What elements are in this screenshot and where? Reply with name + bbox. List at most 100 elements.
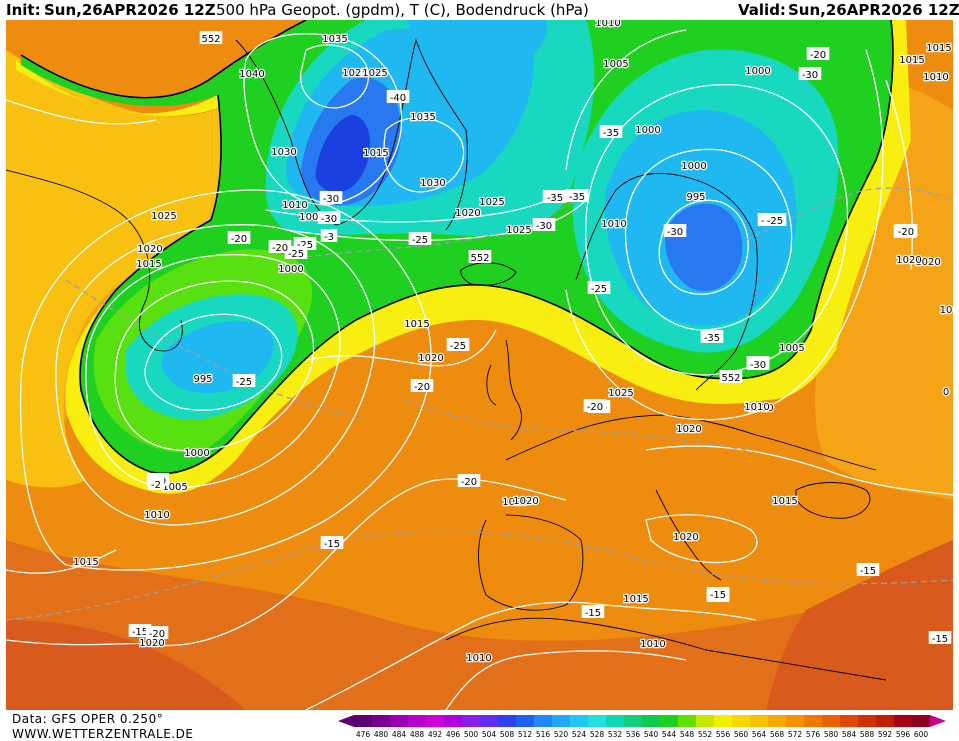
scale-tick-label: 520 (554, 730, 569, 739)
temperature-label: -20 (806, 47, 830, 61)
scale-swatch (714, 715, 732, 727)
isobar-label: 1025 (362, 68, 387, 79)
isobar-label: 1020 (673, 532, 698, 543)
temperature-label: -35 (565, 189, 589, 203)
svg-text:-25: -25 (412, 235, 428, 246)
temperature-label: -20 (410, 379, 434, 393)
coast-blacksea (795, 482, 871, 519)
scale-tick-label: 580 (824, 730, 839, 739)
isobar-label: 0 (943, 387, 949, 398)
scale-swatch (390, 715, 408, 727)
scale-swatch (858, 715, 876, 727)
isobar-label: 1005 (603, 59, 628, 70)
isobar-label: 1010 (601, 219, 626, 230)
isobar-label: 1015 (899, 55, 924, 66)
svg-text:-20: -20 (898, 227, 914, 238)
temperature-label: -25 (408, 232, 432, 246)
scale-tick-label: 504 (482, 730, 497, 739)
isotherms (6, 187, 953, 621)
isobar-1025-north (285, 199, 587, 242)
scale-tick-label: 584 (842, 730, 857, 739)
data-source-label: Data: GFS OPER 0.250° (12, 712, 164, 726)
scale-swatch (624, 715, 642, 727)
scale-tick-label: 516 (536, 730, 551, 739)
isobar-low-scand-1010 (565, 29, 884, 421)
svg-text:-20: -20 (810, 50, 826, 61)
isobar-low-scand-1005 (585, 84, 849, 376)
scale-swatch (408, 715, 426, 727)
scale-tick-label: 596 (896, 730, 911, 739)
coast-canada (6, 169, 183, 352)
isobar-label: 1010 (282, 200, 307, 211)
temperature-label: -35 (543, 190, 567, 204)
temperature-label: -15 (928, 631, 952, 645)
svg-text:-20: -20 (231, 234, 247, 245)
svg-text:-20: -20 (587, 402, 603, 413)
svg-text:-25: -25 (591, 284, 607, 295)
isotherm-east-25 (745, 187, 953, 241)
valid-datetime: Sun,26APR2026 12Z (788, 1, 959, 19)
scale-tick-label: 592 (878, 730, 893, 739)
contour-552-labels: 552 552 552 (199, 31, 743, 384)
temperature-label: -30 (798, 67, 822, 81)
isotherm-south-15 (6, 530, 953, 621)
scale-swatch (498, 715, 516, 727)
field-blue-dark-greenland (315, 115, 371, 193)
isobar-low-west-1000 (114, 280, 315, 452)
isobar-1015-south (6, 549, 757, 710)
scale-tick-label: 480 (374, 730, 389, 739)
isobar-label: 1020 (896, 255, 921, 266)
isobar-label: 1040 (239, 69, 264, 80)
field-southwest-red (6, 620, 246, 710)
svg-text:-35: -35 (547, 193, 563, 204)
svg-text:-25: -25 (288, 249, 304, 260)
svg-text:-20: -20 (461, 477, 477, 488)
isobar-label: 1025 (608, 388, 633, 399)
isobar-1015-east (645, 445, 953, 496)
svg-text:-15: -15 (132, 627, 148, 638)
isobar-label: 1000 (635, 125, 660, 136)
isobar-1020-north (265, 189, 567, 223)
isobar-label: 995 (193, 374, 212, 385)
svg-text:-25: -25 (450, 341, 466, 352)
scale-tick-label: 556 (716, 730, 731, 739)
temperature-label: -30 (317, 211, 341, 225)
temperature-label: -15 (128, 624, 152, 638)
temperature-label: -15 (320, 536, 344, 550)
scale-swatch (372, 715, 390, 727)
svg-text:-25: -25 (297, 240, 313, 251)
temperature-label: -25 (763, 213, 787, 227)
svg-text:-2: -2 (151, 480, 161, 491)
temperature-label: -15 (581, 605, 605, 619)
isobar-label: 1010 (595, 20, 620, 29)
temperature-label: -25 (587, 281, 611, 295)
temperature-label: -35 (599, 125, 623, 139)
isobar-1010-south (445, 650, 687, 710)
scale-swatch (642, 715, 660, 727)
isobar-label: 1000 (681, 161, 706, 172)
scale-tick-label: 500 (464, 730, 479, 739)
isobar-low-scand-995 (658, 199, 749, 295)
isobar-low-west-inner (144, 313, 283, 411)
field-yellow-orange (6, 50, 236, 488)
temperature-label: -15 (706, 587, 730, 601)
svg-text:-15: -15 (932, 634, 948, 645)
svg-text:-20: -20 (149, 629, 165, 640)
scale-tick-label: 488 (410, 730, 425, 739)
svg-text:-35: -35 (569, 192, 585, 203)
isotherm-central-20 (405, 399, 747, 451)
scale-swatch (894, 715, 912, 727)
isobar-label: 1000 (745, 66, 770, 77)
isobar-label: 1035 (410, 112, 435, 123)
temperature-label: -20 (894, 224, 918, 238)
valid-label: Valid: (738, 1, 786, 19)
isobar-label: 1010 (744, 402, 769, 413)
svg-text:-3: -3 (324, 232, 334, 243)
field-south-deep (6, 540, 953, 710)
scale-tick-label: 552 (698, 730, 713, 739)
scale-swatch (354, 715, 372, 727)
isobar-label: 1025 (506, 225, 531, 236)
scale-tick-label: 484 (392, 730, 407, 739)
contour-552-label: 552 (719, 370, 743, 384)
